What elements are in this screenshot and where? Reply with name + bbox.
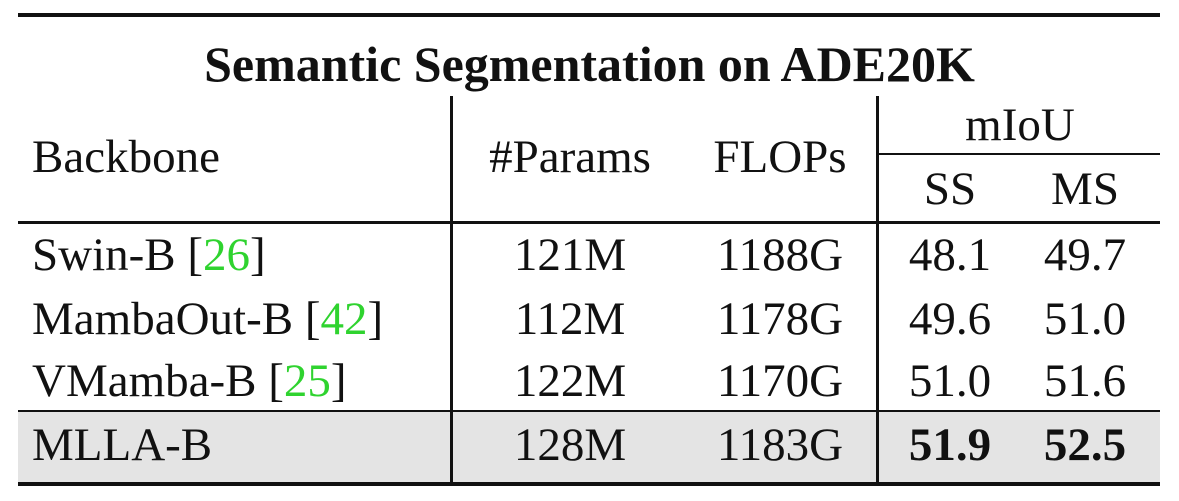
header-flops: FLOPs — [713, 131, 847, 183]
citation-link[interactable]: 42 — [320, 293, 368, 345]
highlight-top-rule — [18, 410, 1160, 412]
table-title: Semantic Segmentation on ADE20K — [204, 36, 975, 92]
header-miou: mIoU — [965, 99, 1075, 151]
row-name: VMamba-B [25] — [32, 355, 347, 407]
backbone-name: Swin-B — [32, 229, 176, 281]
row-ms-best: 52.5 — [1043, 419, 1127, 471]
backbone-name: MambaOut-B — [32, 293, 294, 345]
row-params: 128M — [513, 419, 627, 471]
divider-backbone — [450, 96, 453, 484]
row-ss: 48.1 — [908, 229, 992, 281]
citation-link[interactable]: 25 — [283, 355, 331, 407]
top-rule — [18, 13, 1160, 17]
row-flops: 1178G — [716, 293, 844, 345]
row-params: 112M — [514, 293, 626, 345]
row-ss-best: 51.9 — [908, 419, 992, 471]
highlighted-row-background — [18, 412, 1160, 482]
divider-miou — [876, 96, 879, 484]
citation-link[interactable]: 26 — [203, 229, 251, 281]
row-name: MambaOut-B [42] — [32, 293, 384, 345]
row-flops: 1183G — [716, 419, 844, 471]
backbone-name: VMamba-B — [32, 355, 257, 407]
row-name: Swin-B [26] — [32, 229, 266, 281]
row-params: 121M — [513, 229, 627, 281]
row-flops: 1188G — [716, 229, 844, 281]
header-params: #Params — [489, 131, 651, 183]
row-params: 122M — [513, 355, 627, 407]
backbone-name: MLLA-B — [32, 419, 213, 471]
header-backbone: Backbone — [32, 131, 220, 183]
row-ss: 49.6 — [908, 293, 992, 345]
row-ms: 51.0 — [1043, 293, 1127, 345]
header-ms: MS — [1051, 163, 1119, 215]
row-ms: 51.6 — [1043, 355, 1127, 407]
row-ss: 51.0 — [908, 355, 992, 407]
row-flops: 1170G — [716, 355, 844, 407]
miou-subrule — [876, 153, 1160, 155]
row-name: MLLA-B — [32, 418, 212, 472]
row-ms: 49.7 — [1043, 229, 1127, 281]
bottom-rule — [18, 482, 1160, 486]
header-rule — [18, 221, 1160, 224]
header-ss: SS — [923, 163, 977, 215]
